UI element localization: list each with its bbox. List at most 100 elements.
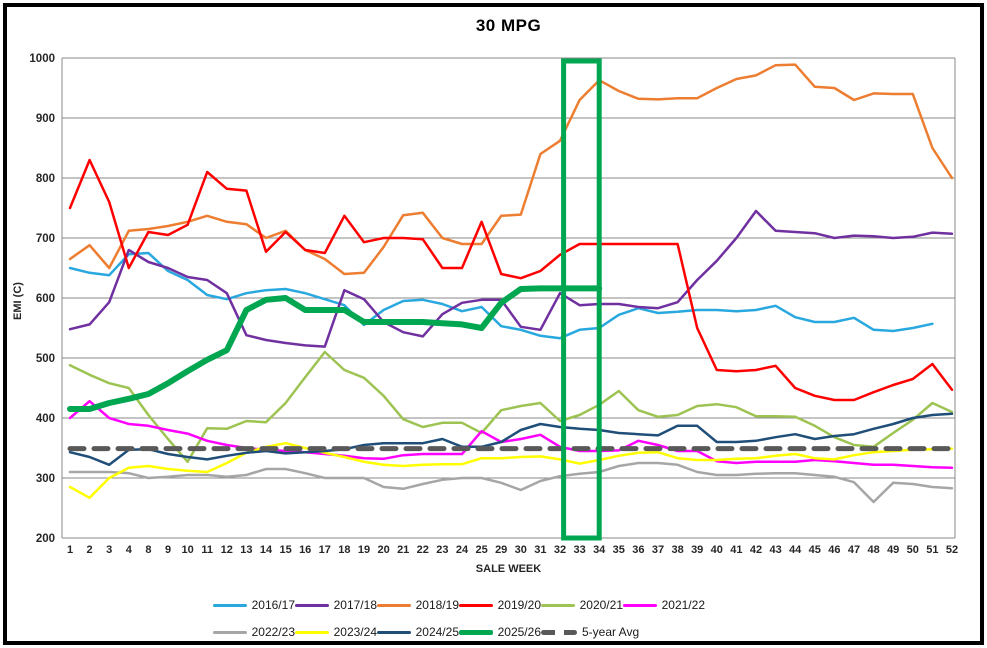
x-tick-label: 52 xyxy=(946,544,958,556)
series-line-2025-26 xyxy=(67,285,603,412)
x-tick-label: 4 xyxy=(126,544,133,556)
x-tick-label: 23 xyxy=(436,544,448,556)
y-tick-label: 500 xyxy=(36,353,55,365)
x-tick-label: 41 xyxy=(730,544,742,556)
series-line-2017-18 xyxy=(68,209,954,348)
legend-label: 2017/18 xyxy=(333,598,377,612)
series-line-2022-23 xyxy=(68,461,954,504)
legend-label: 2018/19 xyxy=(415,598,459,612)
legend-item-2025-26: 2025/26 xyxy=(459,625,541,639)
y-tick-label: 700 xyxy=(36,233,55,245)
x-tick-label: 13 xyxy=(240,544,252,556)
legend-item-5-year-Avg: 5-year Avg xyxy=(541,625,639,639)
x-tick-label: 43 xyxy=(769,544,781,556)
legend-label: 2022/23 xyxy=(251,625,295,639)
chart-title: 30 MPG xyxy=(475,16,542,35)
x-tick-label: 42 xyxy=(750,544,762,556)
y-tick-label: 800 xyxy=(36,173,55,185)
x-tick-label: 21 xyxy=(397,544,409,556)
x-tick-label: 16 xyxy=(299,544,311,556)
x-tick-label: 45 xyxy=(809,544,821,556)
legend-line-sample xyxy=(213,630,247,634)
legend-label: 5-year Avg xyxy=(582,625,640,639)
legend-label: 2020/21 xyxy=(579,598,623,612)
legend-line-sample xyxy=(213,603,247,607)
legend-item-2019-20: 2019/20 xyxy=(459,598,541,612)
x-tick-label: 36 xyxy=(632,544,644,556)
series-line-2018-19 xyxy=(68,63,954,276)
legend-line-sample xyxy=(541,629,577,635)
x-tick-label: 10 xyxy=(181,544,193,556)
x-tick-label: 32 xyxy=(554,544,566,556)
legend-line-sample xyxy=(541,603,575,607)
y-tick-label: 300 xyxy=(36,473,55,485)
highlight-box-weeks-33-34 xyxy=(561,58,602,541)
x-tick-label: 22 xyxy=(417,544,429,556)
x-tick-label: 34 xyxy=(593,544,606,556)
legend-row-2: 2022/23 2023/24 2024/25 2025/26 5-year Avg xyxy=(213,622,813,642)
x-tick-label: 47 xyxy=(848,544,860,556)
legend-label: 2023/24 xyxy=(333,625,377,639)
legend-line-sample xyxy=(377,603,411,607)
series-line-2023-24 xyxy=(68,441,954,500)
y-axis-title: EMI (C) xyxy=(12,282,24,320)
x-axis-title: SALE WEEK xyxy=(475,563,542,575)
legend-line-sample xyxy=(459,603,493,607)
x-tick-label: 3 xyxy=(106,544,112,556)
legend-item-2024-25: 2024/25 xyxy=(377,625,459,639)
x-tick-label: 31 xyxy=(534,544,546,556)
x-tick-label: 15 xyxy=(279,544,291,556)
x-tick-label: 44 xyxy=(789,544,802,556)
legend-line-sample xyxy=(459,629,493,635)
x-tick-label: 38 xyxy=(671,544,683,556)
legend-line-sample xyxy=(623,603,657,607)
x-tick-label: 19 xyxy=(358,544,370,556)
legend-line-sample xyxy=(377,630,411,634)
y-tick-label: 900 xyxy=(36,113,55,125)
x-tick-label: 50 xyxy=(907,544,919,556)
x-tick-label: 14 xyxy=(260,544,273,556)
series-line-2024-25 xyxy=(68,412,954,467)
x-tick-label: 29 xyxy=(495,544,507,556)
legend-item-2020-21: 2020/21 xyxy=(541,598,623,612)
x-tick-label: 39 xyxy=(691,544,703,556)
x-tick-label: 8 xyxy=(145,544,151,556)
x-tick-label: 9 xyxy=(165,544,171,556)
legend-label: 2021/22 xyxy=(661,598,705,612)
x-tick-label: 2 xyxy=(87,544,93,556)
y-tick-label: 1000 xyxy=(29,53,55,65)
x-tick-label: 48 xyxy=(867,544,879,556)
x-tick-label: 11 xyxy=(201,544,213,556)
x-tick-label: 1 xyxy=(67,544,73,556)
legend-line-sample xyxy=(295,603,329,607)
legend-label: 2016/17 xyxy=(251,598,295,612)
legend-label: 2025/26 xyxy=(497,625,541,639)
x-tick-label: 49 xyxy=(887,544,899,556)
y-tick-label: 600 xyxy=(36,293,55,305)
series-line-2019-20 xyxy=(68,158,954,402)
x-tick-label: 25 xyxy=(475,544,487,556)
y-tick-label: 400 xyxy=(36,413,55,425)
x-tick-label: 46 xyxy=(828,544,840,556)
x-tick-label: 51 xyxy=(926,544,938,556)
legend-line-sample xyxy=(295,630,329,634)
x-tick-label: 30 xyxy=(515,544,527,556)
x-tick-label: 24 xyxy=(456,544,469,556)
series-line-2020-21 xyxy=(68,350,954,464)
series-line-2021-22 xyxy=(68,399,954,470)
x-tick-label: 40 xyxy=(711,544,723,556)
y-tick-label: 200 xyxy=(36,533,55,545)
legend-item-2016-17: 2016/17 xyxy=(213,598,295,612)
x-tick-label: 35 xyxy=(613,544,625,556)
legend-label: 2024/25 xyxy=(415,625,459,639)
x-tick-label: 17 xyxy=(319,544,331,556)
x-tick-label: 12 xyxy=(221,544,233,556)
legend-label: 2019/20 xyxy=(497,598,541,612)
legend-row-1: 2016/17 2017/18 2018/19 2019/20 2020/21 2021/… xyxy=(213,595,813,615)
series-line-2016-17 xyxy=(68,251,934,340)
legend-item-2022-23: 2022/23 xyxy=(213,625,295,639)
chart-legend: 2016/17 2017/18 2018/19 2019/20 2020/21 2021/… xyxy=(213,595,813,648)
legend-item-2018-19: 2018/19 xyxy=(377,598,459,612)
